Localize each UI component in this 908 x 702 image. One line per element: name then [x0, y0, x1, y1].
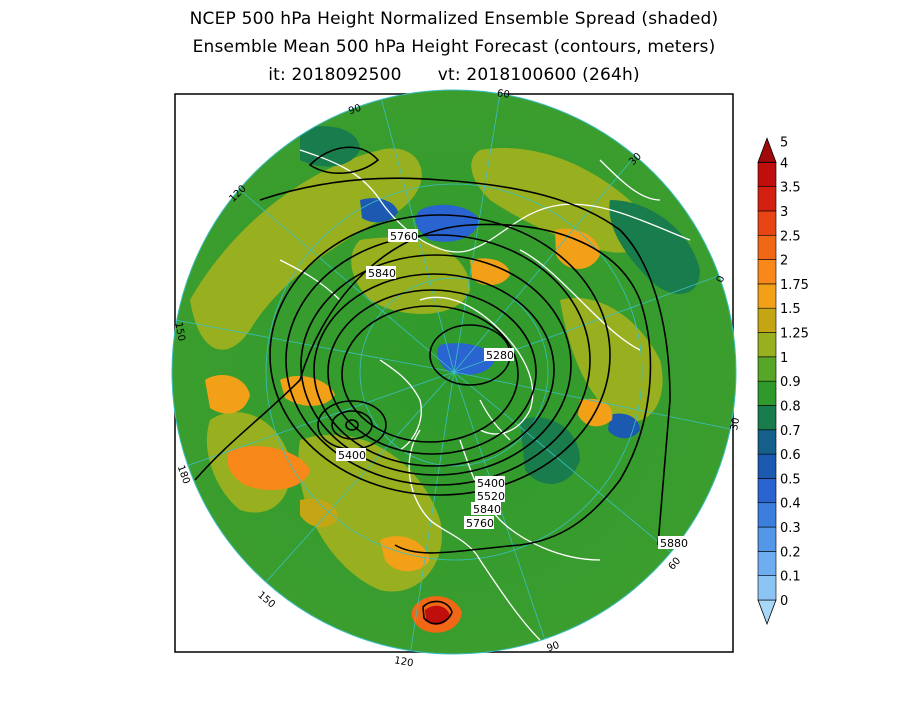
colorbar-swatch: [757, 551, 777, 576]
colorbar-label: 2: [780, 254, 788, 269]
colorbar-label: 0.4: [780, 497, 801, 512]
lon-label: 0: [715, 274, 728, 284]
colorbar-swatch: [757, 502, 777, 528]
colorbar-swatch: [757, 234, 777, 260]
colorbar-swatch: [757, 259, 777, 285]
title-line-3: it: 2018092500 vt: 2018100600 (264h): [0, 65, 908, 85]
colorbar-label: 0.5: [780, 472, 801, 487]
contour-labels: 5760 5840 5280 5400 5400 5520 5840 5760 …: [336, 229, 688, 550]
colorbar-swatch: [757, 575, 777, 601]
colorbar-swatch: [757, 332, 777, 358]
lon-label: 120: [393, 655, 414, 669]
contour-label: 5840: [368, 267, 396, 280]
colorbar-label: 2.5: [780, 229, 801, 244]
lon-label: 90: [347, 103, 363, 118]
colorbar-swatch: [757, 356, 777, 382]
colorbar-label: 1: [780, 351, 788, 366]
colorbar-label: 3.5: [780, 181, 801, 196]
colorbar-swatch: [757, 380, 777, 406]
lon-label: 150: [255, 590, 277, 611]
colorbar-swatch: [757, 478, 777, 504]
colorbar-swatch: [757, 405, 777, 431]
lon-label: 60: [496, 88, 510, 101]
coastlines: [279, 149, 691, 641]
height-contours: [194, 146, 671, 625]
colorbar-label: 1.5: [780, 302, 801, 317]
colorbar-swatch: [757, 307, 777, 333]
contour-label: 5400: [338, 449, 366, 462]
map-boundary: [171, 89, 737, 655]
colorbar-label: 0.9: [780, 375, 801, 390]
colorbar-label: 0.2: [780, 545, 801, 560]
colorbar-label: 3: [780, 205, 788, 220]
lon-label: 150: [172, 321, 186, 342]
contour-label: 5280: [486, 349, 514, 362]
colorbar-label: 0: [780, 594, 788, 609]
colorbar-label: 0.3: [780, 521, 801, 536]
colorbar-label: 1.25: [780, 327, 809, 342]
colorbar: 0 0.1 0.2 0.3 0.4 0.5 0.6 0.7 0.8 0.9 1 1.25 1.5 1.75…: [757, 135, 809, 626]
colorbar-top-arrow: [757, 137, 777, 163]
colorbar-label: 0.7: [780, 424, 801, 439]
colorbar-swatch: [757, 210, 777, 236]
contour-label: 5840: [473, 503, 501, 516]
colorbar-label: 0.1: [780, 570, 801, 585]
lon-label: 60: [667, 556, 684, 573]
colorbar-label: 1.75: [780, 278, 809, 293]
contour-label: 5760: [390, 230, 418, 243]
colorbar-swatch: [757, 429, 777, 455]
contour-label: 5880: [660, 537, 688, 550]
colorbar-label: 0.8: [780, 399, 801, 414]
colorbar-swatch: [757, 162, 777, 187]
colorbar-label: 4: [780, 156, 788, 171]
lon-label: 90: [545, 640, 561, 655]
colorbar-swatch: [757, 283, 777, 309]
contour-label: 5760: [466, 517, 494, 530]
colorbar-bottom-arrow: [757, 599, 777, 626]
init-time: it: 2018092500: [268, 65, 402, 85]
contour-label: 5520: [477, 490, 505, 503]
contour-label: 5400: [477, 477, 505, 490]
colorbar-label: 0.6: [780, 448, 801, 463]
valid-time: vt: 2018100600 (264h): [437, 65, 640, 85]
colorbar-label: 5: [780, 135, 788, 150]
title-line-1: NCEP 500 hPa Height Normalized Ensemble …: [189, 9, 719, 29]
colorbar-swatch: [757, 186, 777, 212]
title-line-2: Ensemble Mean 500 hPa Height Forecast (c…: [192, 37, 716, 57]
lon-label: 30: [729, 417, 742, 431]
colorbar-swatch: [757, 453, 777, 479]
colorbar-swatch: [757, 526, 777, 552]
